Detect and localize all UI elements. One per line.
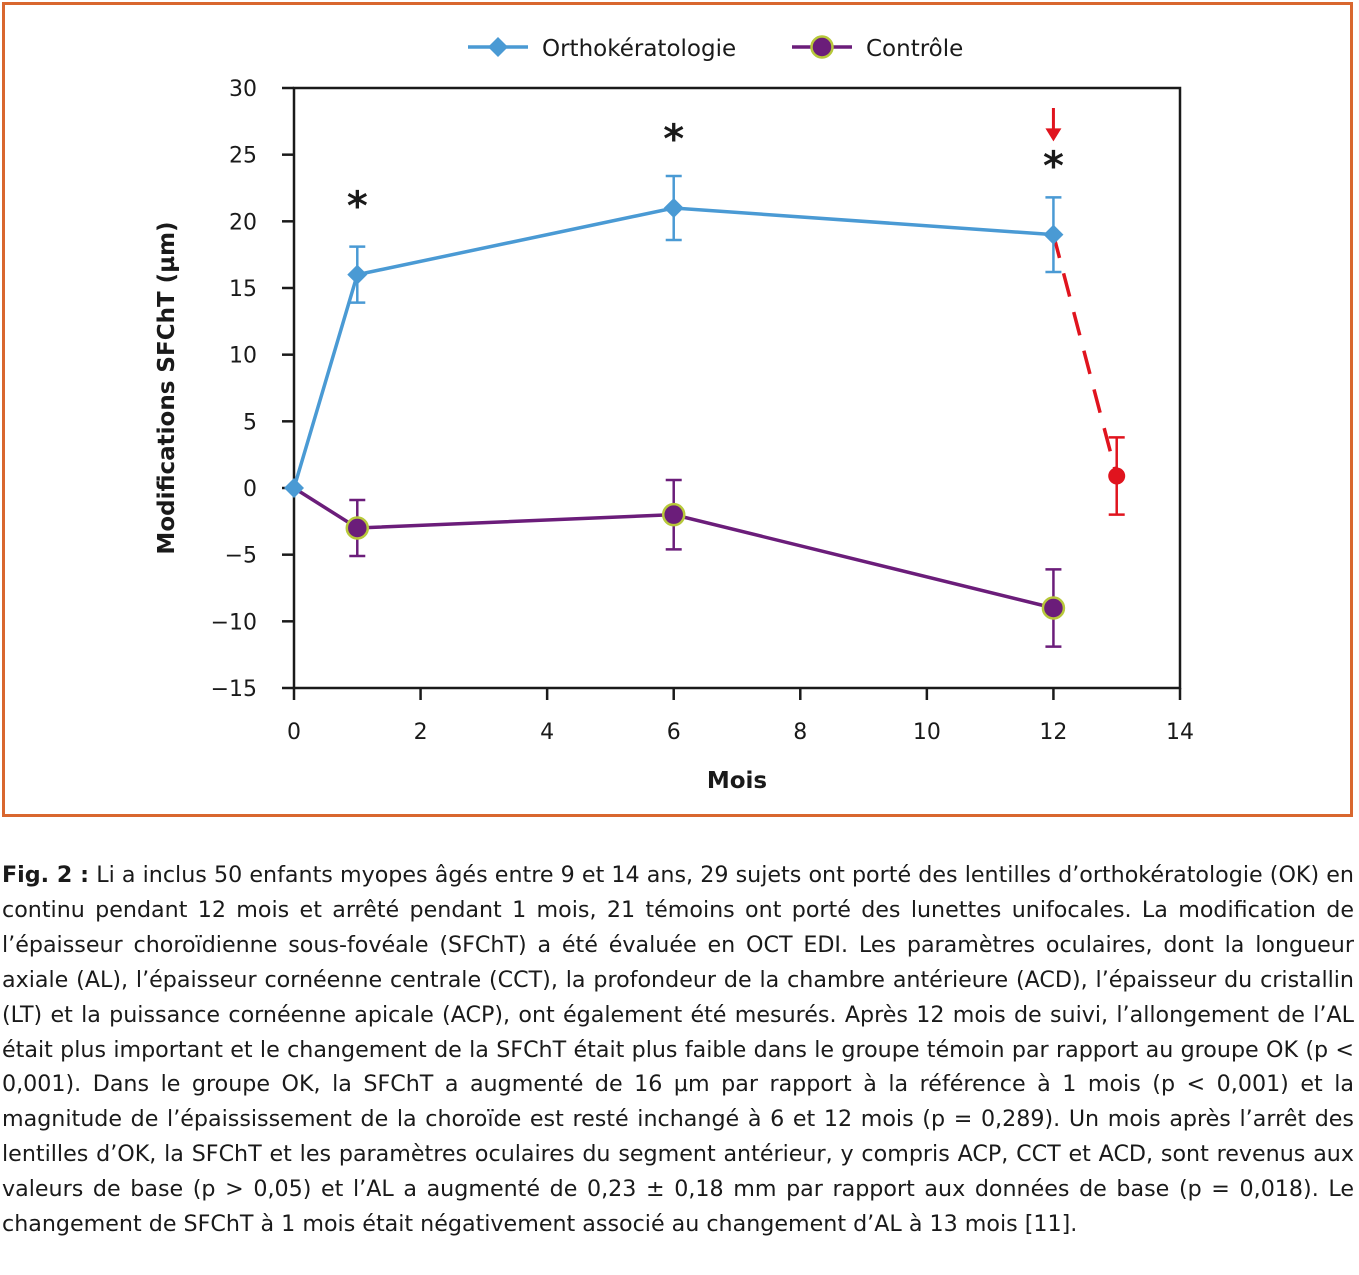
legend: Orthokératologie Contrôle — [468, 35, 963, 62]
legend-control-label: Contrôle — [866, 36, 963, 62]
significance-asterisk: * — [347, 183, 368, 229]
ortho-data-point — [1043, 224, 1064, 245]
caption-text: Li a inclus 50 enfants myopes âgés entre… — [2, 862, 1354, 1238]
chart: Orthokératologie Contrôle −15 −10 −5 0 5 10 15… — [154, 35, 1194, 794]
y-tick-label: 10 — [229, 344, 257, 369]
y-tick-label: −10 — [211, 610, 257, 635]
plot-area — [292, 86, 1182, 690]
ortho-data-point — [284, 478, 304, 498]
legend-item-control: Contrôle — [792, 35, 963, 62]
x-tick-label: 12 — [1039, 720, 1067, 745]
legend-control-marker — [810, 35, 834, 59]
y-axis: −15 −10 −5 0 5 10 15 20 25 30 — [211, 77, 294, 702]
y-tick-label: 5 — [243, 410, 257, 435]
figure-frame — [2, 2, 1353, 817]
series-layer: * * * — [284, 108, 1126, 648]
x-tick-label: 0 — [287, 720, 301, 745]
withdrawal-arrow-head — [1045, 128, 1062, 142]
y-tick-label: −5 — [225, 544, 257, 569]
x-tick-label: 8 — [793, 720, 807, 745]
ortho-data-point — [663, 198, 684, 218]
y-tick-label: 25 — [229, 144, 257, 169]
caption-label: Fig. 2 : — [2, 862, 90, 888]
legend-ortho-marker — [488, 37, 508, 57]
significance-asterisk: * — [1043, 143, 1064, 189]
x-axis: 0 2 4 6 8 10 12 14 — [287, 688, 1194, 745]
y-axis-title: Modifications SFChT (µm) — [154, 221, 180, 554]
y-tick-label: −15 — [211, 677, 257, 702]
significance-asterisk: * — [663, 117, 684, 163]
y-tick-label: 15 — [229, 277, 257, 302]
legend-item-ortho: Orthokératologie — [468, 36, 736, 62]
y-tick-label: 30 — [229, 77, 257, 102]
ortho-data-point — [347, 264, 368, 285]
withdrawal-dashed-line — [1051, 234, 1119, 477]
x-tick-label: 4 — [540, 720, 554, 745]
control-data-point — [345, 516, 370, 540]
figure-caption: Fig. 2 : Li a inclus 50 enfants myopes â… — [2, 858, 1354, 1242]
withdrawal-data-point — [1108, 467, 1126, 485]
x-tick-label: 6 — [667, 720, 681, 745]
x-tick-label: 2 — [414, 720, 428, 745]
x-tick-label: 10 — [913, 720, 941, 745]
y-tick-label: 20 — [229, 210, 257, 235]
x-tick-label: 14 — [1166, 720, 1194, 745]
control-data-point — [1041, 596, 1066, 620]
series-line-control — [293, 486, 1054, 610]
y-tick-label: 0 — [243, 477, 257, 502]
series-line-ortho — [292, 206, 1054, 489]
legend-ortho-label: Orthokératologie — [542, 36, 736, 62]
x-axis-title: Mois — [707, 768, 767, 794]
control-data-point — [661, 502, 686, 527]
